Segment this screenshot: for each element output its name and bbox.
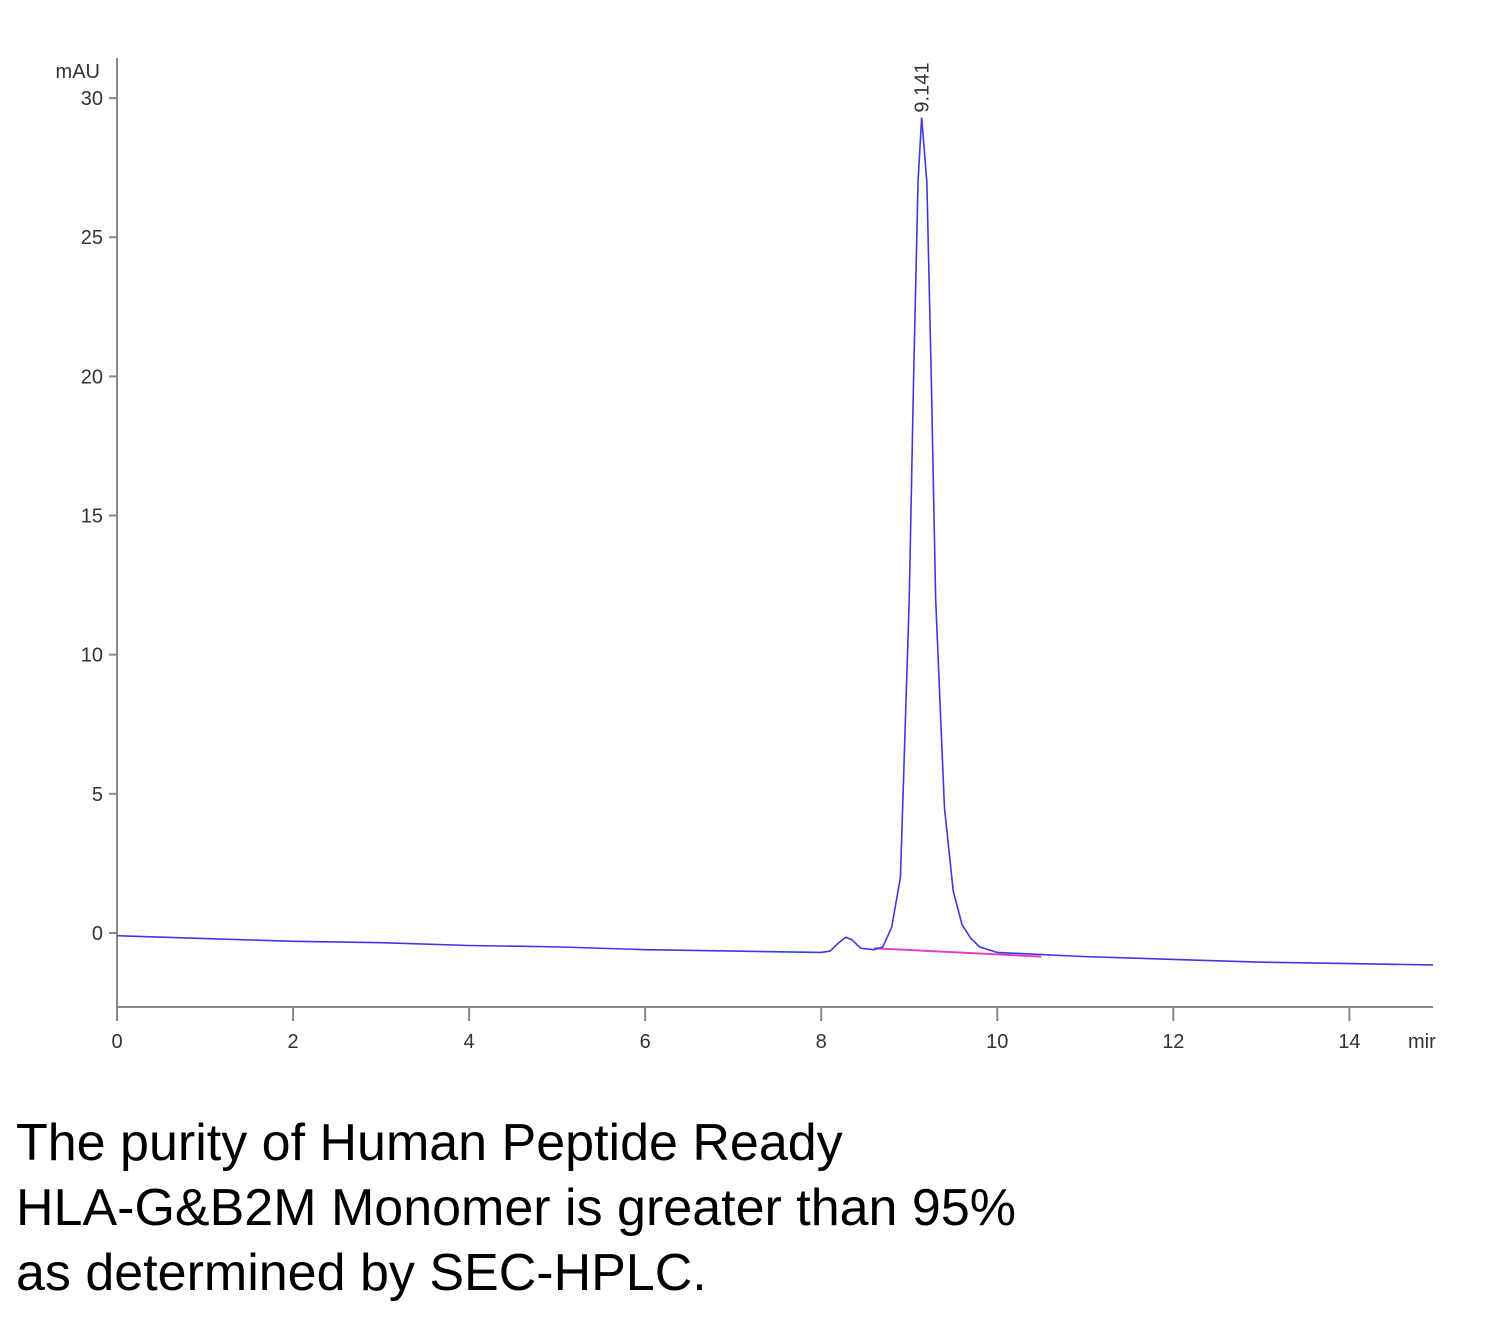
x-tick-label: 14 (1338, 1031, 1360, 1053)
x-tick-label: 12 (1162, 1031, 1184, 1053)
x-tick-label: 4 (464, 1031, 475, 1053)
y-tick-label: 10 (81, 645, 103, 667)
x-tick-label: 0 (111, 1031, 122, 1053)
y-tick-label: 20 (81, 366, 103, 388)
x-tick-label: 8 (816, 1031, 827, 1053)
caption-line: The purity of Human Peptide Ready (16, 1114, 843, 1172)
y-tick-label: 30 (81, 88, 103, 110)
peak-label: 9.141 (912, 63, 934, 113)
integration-baseline (873, 947, 1042, 958)
x-axis-unit: mir (1408, 1031, 1436, 1053)
caption-line: HLA-G&B2M Monomer is greater than 95% (16, 1179, 1016, 1237)
caption-line: as determined by SEC-HPLC. (16, 1244, 707, 1302)
y-tick-label: 15 (81, 506, 103, 528)
x-tick-label: 2 (287, 1031, 298, 1053)
y-tick-label: 5 (92, 784, 103, 806)
y-tick-label: 25 (81, 227, 103, 249)
x-tick-label: 6 (640, 1031, 651, 1053)
y-tick-label: 0 (92, 923, 103, 945)
y-axis-unit: mAU (56, 61, 100, 83)
x-tick-label: 10 (986, 1031, 1008, 1053)
trace (116, 117, 1434, 966)
